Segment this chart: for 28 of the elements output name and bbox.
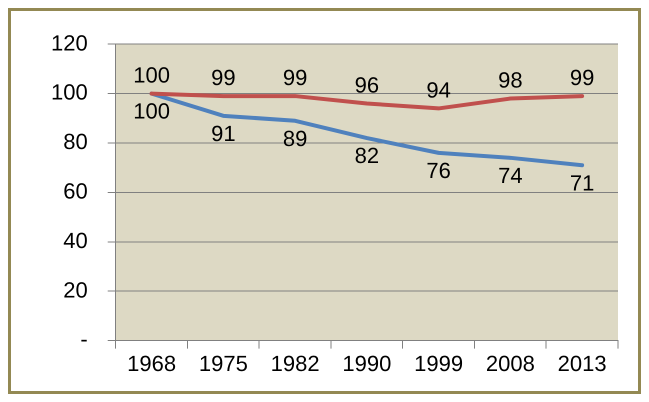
y-tick-label: 120: [50, 30, 88, 56]
x-tick-label: 1990: [342, 350, 392, 376]
data-label: 96: [354, 72, 380, 98]
y-tick-label: 80: [63, 129, 88, 154]
x-tick-label: 1982: [270, 350, 320, 376]
data-label: 71: [570, 170, 594, 196]
y-tick-label: 60: [63, 178, 88, 204]
data-label: 99: [570, 65, 594, 90]
data-label: 98: [498, 68, 523, 93]
y-tick-label: 40: [63, 228, 88, 253]
data-label: 89: [282, 126, 308, 151]
data-label: 82: [354, 143, 380, 168]
data-label: 100: [133, 98, 170, 124]
y-tick-label: 20: [63, 277, 88, 302]
data-label: 74: [498, 162, 523, 188]
x-tick-label: 2013: [558, 350, 607, 376]
data-label: 76: [426, 158, 451, 183]
x-tick-label: 1968: [127, 350, 176, 376]
x-tick-label: 1975: [198, 350, 248, 376]
y-tick-label: -: [80, 326, 88, 352]
data-label: 100: [133, 62, 170, 88]
data-label: 99: [282, 65, 308, 90]
data-label: 91: [211, 120, 236, 146]
x-tick-label: 2008: [486, 350, 535, 376]
data-label: 99: [211, 65, 236, 90]
x-tick-label: 1999: [414, 350, 464, 376]
data-label: 94: [426, 77, 451, 102]
y-tick-label: 100: [50, 80, 88, 105]
